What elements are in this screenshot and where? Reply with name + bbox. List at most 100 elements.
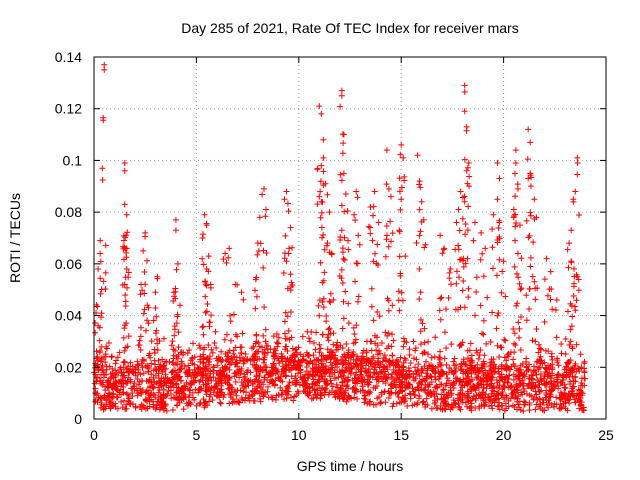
data-point bbox=[309, 385, 316, 392]
data-point bbox=[101, 371, 108, 378]
data-point bbox=[181, 383, 188, 390]
data-point bbox=[428, 379, 435, 386]
data-point bbox=[443, 371, 450, 378]
data-point bbox=[374, 241, 381, 248]
data-point bbox=[119, 404, 126, 411]
data-point bbox=[200, 351, 207, 358]
data-point bbox=[155, 374, 162, 381]
data-point bbox=[320, 295, 327, 302]
data-point bbox=[315, 302, 322, 309]
data-point bbox=[279, 378, 286, 385]
data-point bbox=[317, 214, 324, 221]
data-point bbox=[279, 387, 286, 394]
data-point bbox=[362, 362, 369, 369]
data-point bbox=[551, 400, 558, 407]
data-point bbox=[208, 312, 215, 319]
data-point bbox=[260, 391, 267, 398]
data-point bbox=[547, 296, 554, 303]
data-point bbox=[520, 382, 527, 389]
data-point bbox=[101, 61, 108, 68]
data-point bbox=[432, 334, 439, 341]
data-point bbox=[416, 266, 423, 273]
data-point bbox=[439, 250, 446, 257]
data-point bbox=[264, 383, 271, 390]
data-point bbox=[477, 256, 484, 263]
data-point bbox=[242, 350, 249, 357]
data-point bbox=[502, 375, 509, 382]
data-point bbox=[330, 296, 337, 303]
data-point bbox=[372, 250, 379, 257]
data-point bbox=[523, 317, 530, 324]
data-point bbox=[461, 156, 468, 163]
data-point bbox=[144, 302, 151, 309]
data-point bbox=[353, 188, 360, 195]
data-point bbox=[531, 196, 538, 203]
data-point bbox=[448, 392, 455, 399]
data-point bbox=[581, 365, 588, 372]
data-point bbox=[284, 385, 291, 392]
data-point bbox=[461, 304, 468, 311]
data-point bbox=[95, 322, 102, 329]
data-point bbox=[233, 392, 240, 399]
data-point bbox=[179, 387, 186, 394]
data-point bbox=[566, 240, 573, 247]
data-point bbox=[507, 349, 514, 356]
data-point bbox=[516, 280, 523, 287]
data-point bbox=[287, 358, 294, 365]
data-point bbox=[513, 270, 520, 277]
data-point bbox=[464, 255, 471, 262]
data-point bbox=[428, 354, 435, 361]
data-point bbox=[326, 325, 333, 332]
data-point bbox=[416, 178, 423, 185]
data-point bbox=[341, 378, 348, 385]
data-point bbox=[523, 355, 530, 362]
data-point bbox=[374, 351, 381, 358]
data-point bbox=[420, 216, 427, 223]
data-point bbox=[135, 381, 142, 388]
data-point bbox=[316, 312, 323, 319]
data-point bbox=[466, 173, 473, 180]
data-point bbox=[218, 348, 225, 355]
data-point bbox=[177, 365, 184, 372]
data-point bbox=[545, 404, 552, 411]
data-point bbox=[555, 362, 562, 369]
data-point bbox=[281, 196, 288, 203]
data-point bbox=[218, 386, 225, 393]
data-point bbox=[354, 194, 361, 201]
data-point bbox=[211, 384, 218, 391]
data-point bbox=[93, 348, 100, 355]
data-point bbox=[201, 365, 208, 372]
data-point bbox=[369, 212, 376, 219]
data-point bbox=[285, 250, 292, 257]
data-point bbox=[472, 396, 479, 403]
data-point bbox=[388, 343, 395, 350]
data-point bbox=[144, 257, 151, 264]
data-point bbox=[490, 356, 497, 363]
data-point bbox=[354, 395, 361, 402]
data-point bbox=[508, 363, 515, 370]
data-point bbox=[477, 376, 484, 383]
data-point bbox=[344, 208, 351, 215]
data-point bbox=[287, 271, 294, 278]
data-point bbox=[142, 396, 149, 403]
data-point bbox=[576, 212, 583, 219]
data-point bbox=[462, 231, 469, 238]
data-point bbox=[510, 356, 517, 363]
data-point bbox=[349, 385, 356, 392]
data-point bbox=[535, 364, 542, 371]
data-point bbox=[440, 398, 447, 405]
data-point bbox=[407, 391, 414, 398]
data-point bbox=[169, 407, 176, 414]
data-point bbox=[327, 290, 334, 297]
data-point bbox=[376, 347, 383, 354]
data-point bbox=[375, 370, 382, 377]
data-point bbox=[448, 281, 455, 288]
data-point bbox=[118, 398, 125, 405]
data-point bbox=[457, 188, 464, 195]
data-point bbox=[457, 341, 464, 348]
data-point bbox=[153, 313, 160, 320]
data-point bbox=[352, 360, 359, 367]
data-point bbox=[474, 374, 481, 381]
data-point bbox=[459, 384, 466, 391]
data-point bbox=[317, 259, 324, 266]
